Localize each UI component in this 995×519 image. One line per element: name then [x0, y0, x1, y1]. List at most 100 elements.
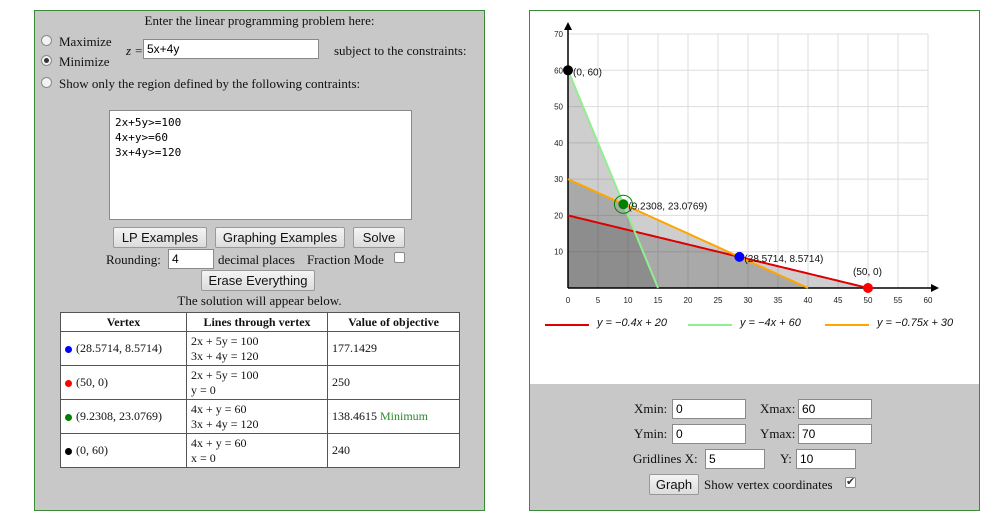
show-vertex-checkbox[interactable] — [845, 475, 856, 488]
minimize-radio[interactable] — [41, 55, 52, 66]
series-line — [567, 69, 659, 289]
objective-prefix: z = — [126, 43, 144, 58]
objective-value: 250 — [332, 375, 350, 389]
panel-header: Enter the linear programming problem her… — [144, 13, 375, 28]
objective-header: Value of objective — [327, 312, 460, 332]
objective-input[interactable] — [143, 39, 319, 59]
maximize-label: Maximize — [59, 34, 112, 49]
vertex-point — [563, 65, 573, 76]
objective-cell: 177.1429 — [327, 331, 460, 366]
xmin-input[interactable] — [672, 399, 746, 419]
rounding-label: Rounding: — [106, 252, 161, 267]
lp-input-panel: Enter the linear programming problem her… — [34, 10, 485, 511]
y-tick-label: 40 — [554, 139, 563, 148]
vertex-cell: (9.2308, 23.0769) — [60, 399, 187, 434]
ymin-label: Ymin: — [634, 426, 668, 441]
maximize-radio[interactable] — [41, 35, 52, 46]
y-tick-label: 30 — [554, 175, 563, 184]
x-tick-label: 35 — [774, 296, 783, 305]
objective-value: 177.1429 — [332, 341, 377, 355]
vertex-label: (50, 0) — [853, 267, 882, 278]
y-tick-label: 60 — [554, 66, 563, 75]
vertex-dot-icon — [65, 447, 72, 455]
legend-label: y = −4x + 60 — [739, 317, 802, 329]
vertex-dot-icon — [65, 379, 72, 387]
decimal-places-label: decimal places — [218, 252, 295, 267]
lines-cell: 2x + 5y = 100 3x + 4y = 120 — [186, 331, 328, 366]
gridlines-x-input[interactable] — [705, 449, 765, 469]
solve-button[interactable]: Solve — [353, 227, 405, 248]
y-tick-label: 50 — [554, 103, 563, 112]
vertex-coordinates: (28.5714, 8.5714) — [76, 341, 162, 355]
x-tick-label: 40 — [804, 296, 813, 305]
objective-value: 240 — [332, 443, 350, 457]
shaded-region — [568, 215, 928, 288]
results-table: Vertex Lines through vertex Value of obj… — [60, 312, 460, 468]
graph-panel: 0 5 10 15 20 25 30 35 40 45 50 55 60 10 20 30 40 50 60 70 (0… — [529, 10, 980, 511]
region-only-radio[interactable] — [41, 77, 52, 88]
x-tick-label: 60 — [924, 296, 933, 305]
y-tick-label: 70 — [554, 30, 563, 39]
vertex-coordinates: (9.2308, 23.0769) — [76, 409, 162, 423]
lp-examples-button[interactable]: LP Examples — [113, 227, 207, 248]
legend-label: y = −0.75x + 30 — [876, 317, 954, 329]
x-tick-label: 15 — [654, 296, 663, 305]
shaded-region — [568, 179, 928, 288]
line-equation: 4x + y = 60 — [191, 401, 247, 416]
fraction-mode-checkbox[interactable] — [394, 252, 405, 263]
rounding-input[interactable] — [168, 249, 214, 269]
constraints-textarea[interactable] — [109, 110, 412, 220]
ymin-input[interactable] — [672, 424, 746, 444]
graph-button[interactable]: Graph — [649, 474, 699, 495]
vertex-coordinates: (50, 0) — [76, 375, 108, 389]
xmin-label: Xmin: — [634, 401, 668, 416]
graphing-examples-button[interactable]: Graphing Examples — [215, 227, 345, 248]
x-tick-label: 50 — [864, 296, 873, 305]
xmax-input[interactable] — [798, 399, 872, 419]
line-equation: 4x + y = 60 — [191, 435, 247, 450]
x-tick-label: 20 — [684, 296, 693, 305]
xmax-label: Xmax: — [760, 401, 796, 416]
vertex-label: (0, 60) — [573, 67, 602, 78]
x-tick-label: 45 — [834, 296, 843, 305]
line-equation: x = 0 — [191, 450, 216, 465]
x-tick-label: 5 — [596, 296, 601, 305]
x-tick-label: 0 — [566, 296, 571, 305]
lines-cell: 4x + y = 60 3x + 4y = 120 — [186, 399, 328, 434]
erase-everything-button[interactable]: Erase Everything — [201, 270, 315, 291]
minimize-label: Minimize — [59, 54, 110, 69]
vertex-cell: (0, 60) — [60, 433, 187, 468]
vertex-dot-icon — [65, 345, 72, 353]
minimum-label: Minimum — [380, 409, 429, 423]
lines-header: Lines through vertex — [186, 312, 328, 332]
vertex-cell: (28.5714, 8.5714) — [60, 331, 187, 366]
vertex-point — [618, 199, 629, 210]
x-tick-label: 25 — [714, 296, 723, 305]
vertex-label: (9.2308, 23.0769) — [628, 201, 707, 212]
subject-to-label: subject to the constraints: — [334, 43, 467, 58]
x-axis-arrow — [931, 284, 939, 292]
line-equation: 2x + 5y = 100 — [191, 333, 259, 348]
x-tick-label: 55 — [894, 296, 903, 305]
gridlines-y-input[interactable] — [796, 449, 856, 469]
x-tick-label: 10 — [624, 296, 633, 305]
solution-note: The solution will appear below. — [177, 293, 342, 308]
series-line — [567, 214, 869, 289]
shaded-region — [568, 70, 928, 289]
y-tick-label: 10 — [554, 248, 563, 257]
table-row: (9.2308, 23.0769) 4x + y = 60 3x + 4y = 12… — [60, 399, 460, 434]
vertex-dot-icon — [65, 413, 72, 421]
vertex-point — [863, 283, 873, 293]
y-axis-arrow — [564, 22, 572, 30]
lines-cell: 4x + y = 60 x = 0 — [186, 433, 328, 468]
x-tick-label: 30 — [744, 296, 753, 305]
objective-cell: 250 — [327, 365, 460, 400]
show-vertex-label: Show vertex coordinates — [704, 477, 833, 492]
legend-label: y = −0.4x + 20 — [596, 317, 668, 329]
objective-value: 138.4615 — [332, 409, 377, 423]
table-header-row: Vertex Lines through vertex Value of obj… — [60, 312, 460, 332]
vertex-header: Vertex — [60, 312, 187, 332]
feasible-region-chart: 0 5 10 15 20 25 30 35 40 45 50 55 60 10 20 30 40 50 60 70 (0… — [545, 22, 954, 329]
ymax-input[interactable] — [798, 424, 872, 444]
optimal-vertex-ring — [613, 194, 633, 214]
